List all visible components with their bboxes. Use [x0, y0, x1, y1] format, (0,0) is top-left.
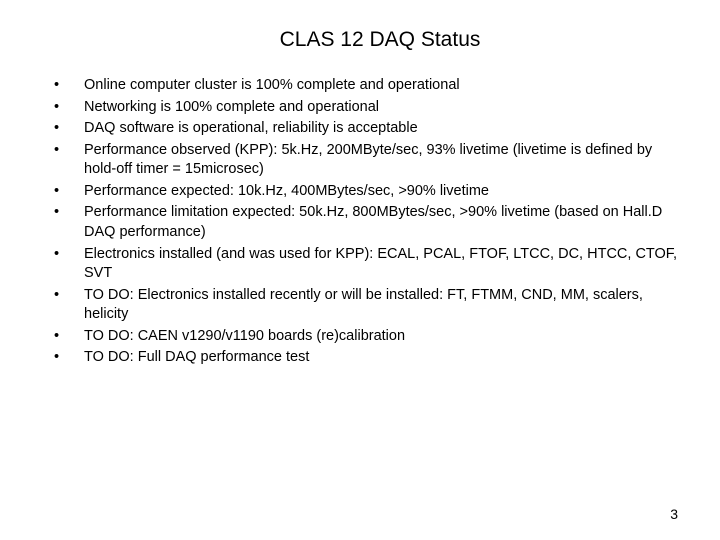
list-item: • DAQ software is operational, reliabili… — [52, 119, 680, 139]
slide-title: CLAS 12 DAQ Status — [80, 28, 680, 52]
list-item: • Networking is 100% complete and operat… — [52, 98, 680, 118]
bullet-text: TO DO: Full DAQ performance test — [84, 348, 680, 368]
list-item: • Performance limitation expected: 50k.H… — [52, 203, 680, 242]
list-item: • Online computer cluster is 100% comple… — [52, 76, 680, 96]
bullet-text: DAQ software is operational, reliability… — [84, 119, 680, 139]
bullet-icon: • — [52, 182, 84, 202]
bullet-icon: • — [52, 76, 84, 96]
list-item: • Electronics installed (and was used fo… — [52, 245, 680, 284]
bullet-icon: • — [52, 203, 84, 223]
list-item: • Performance expected: 10k.Hz, 400MByte… — [52, 182, 680, 202]
bullet-icon: • — [52, 286, 84, 306]
bullet-list: • Online computer cluster is 100% comple… — [40, 76, 680, 368]
bullet-icon: • — [52, 141, 84, 161]
list-item: • TO DO: CAEN v1290/v1190 boards (re)cal… — [52, 327, 680, 347]
page-number: 3 — [670, 506, 678, 522]
slide-container: CLAS 12 DAQ Status • Online computer clu… — [0, 0, 720, 540]
list-item: • TO DO: Electronics installed recently … — [52, 286, 680, 325]
bullet-text: Online computer cluster is 100% complete… — [84, 76, 680, 96]
bullet-icon: • — [52, 98, 84, 118]
bullet-icon: • — [52, 119, 84, 139]
bullet-text: Performance observed (KPP): 5k.Hz, 200MB… — [84, 141, 680, 180]
bullet-icon: • — [52, 327, 84, 347]
list-item: • Performance observed (KPP): 5k.Hz, 200… — [52, 141, 680, 180]
list-item: • TO DO: Full DAQ performance test — [52, 348, 680, 368]
bullet-icon: • — [52, 245, 84, 265]
bullet-text: Performance expected: 10k.Hz, 400MBytes/… — [84, 182, 680, 202]
bullet-text: Performance limitation expected: 50k.Hz,… — [84, 203, 680, 242]
bullet-text: TO DO: Electronics installed recently or… — [84, 286, 680, 325]
bullet-text: Electronics installed (and was used for … — [84, 245, 680, 284]
bullet-text: TO DO: CAEN v1290/v1190 boards (re)calib… — [84, 327, 680, 347]
bullet-text: Networking is 100% complete and operatio… — [84, 98, 680, 118]
bullet-icon: • — [52, 348, 84, 368]
